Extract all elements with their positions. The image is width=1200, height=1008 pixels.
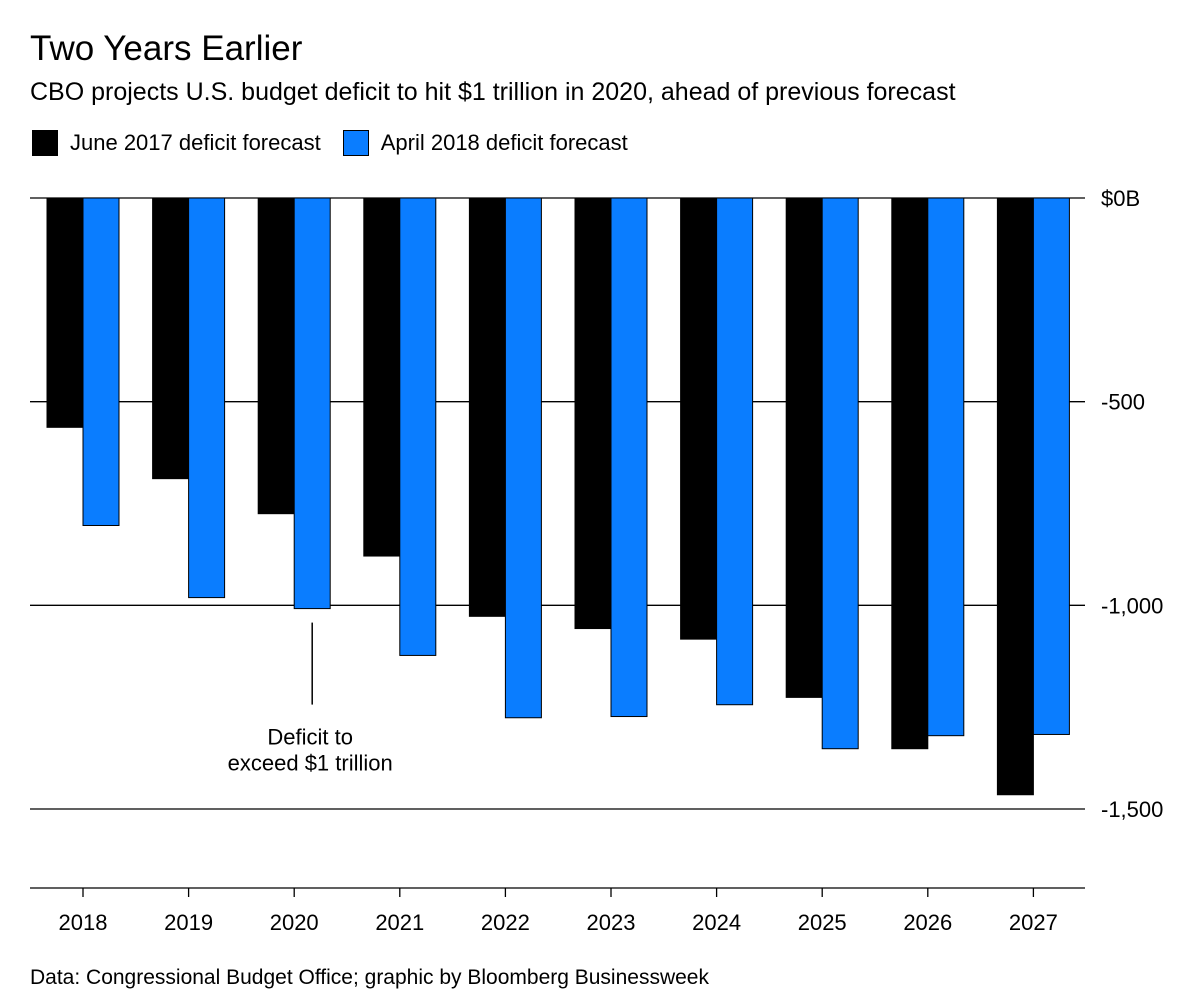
x-tick-label: 2025 <box>798 910 847 935</box>
bar <box>504 197 542 719</box>
bar <box>188 197 226 599</box>
legend-label-april-2018: April 2018 deficit forecast <box>380 130 628 155</box>
legend-swatch-april-2018 <box>342 130 369 156</box>
annotation-label: Deficit to <box>267 725 353 750</box>
bar <box>996 197 1034 796</box>
bar <box>1032 197 1070 735</box>
bar <box>46 197 84 428</box>
x-tick-label: 2024 <box>692 910 741 935</box>
y-tick-label: -500 <box>1101 390 1145 415</box>
bar <box>610 197 648 718</box>
bar <box>82 197 120 526</box>
legend-item-june-2017: June 2017 deficit forecast <box>32 130 321 156</box>
bar <box>257 197 295 515</box>
y-tick-label: -1,500 <box>1101 797 1163 822</box>
source-note: Data: Congressional Budget Office; graph… <box>30 966 709 989</box>
bar <box>293 197 331 610</box>
bar <box>716 197 754 706</box>
y-tick-label: $0B <box>1101 186 1140 211</box>
bar <box>468 197 506 617</box>
bar <box>152 197 190 480</box>
bar <box>785 197 823 698</box>
bar <box>363 197 401 557</box>
bar <box>927 197 965 737</box>
bar <box>399 197 437 656</box>
bar <box>821 197 859 750</box>
x-tick-label: 2022 <box>481 910 530 935</box>
x-tick-label: 2019 <box>164 910 213 935</box>
annotation-label: exceed $1 trillion <box>228 751 393 776</box>
x-tick-label: 2026 <box>903 910 952 935</box>
chart-subtitle: CBO projects U.S. budget deficit to hit … <box>30 78 956 106</box>
legend: June 2017 deficit forecast April 2018 de… <box>32 128 650 158</box>
bar <box>574 197 612 630</box>
legend-swatch-june-2017 <box>32 130 58 156</box>
legend-item-april-2018: April 2018 deficit forecast <box>342 130 628 156</box>
chart-title: Two Years Earlier <box>30 29 303 68</box>
legend-label-june-2017: June 2017 deficit forecast <box>70 130 321 155</box>
bar <box>680 197 718 640</box>
x-tick-label: 2027 <box>1009 910 1058 935</box>
bar <box>891 197 929 750</box>
x-tick-label: 2020 <box>270 910 319 935</box>
x-tick-label: 2023 <box>587 910 636 935</box>
x-tick-label: 2018 <box>59 910 108 935</box>
x-tick-label: 2021 <box>375 910 424 935</box>
y-tick-label: -1,000 <box>1101 593 1163 618</box>
